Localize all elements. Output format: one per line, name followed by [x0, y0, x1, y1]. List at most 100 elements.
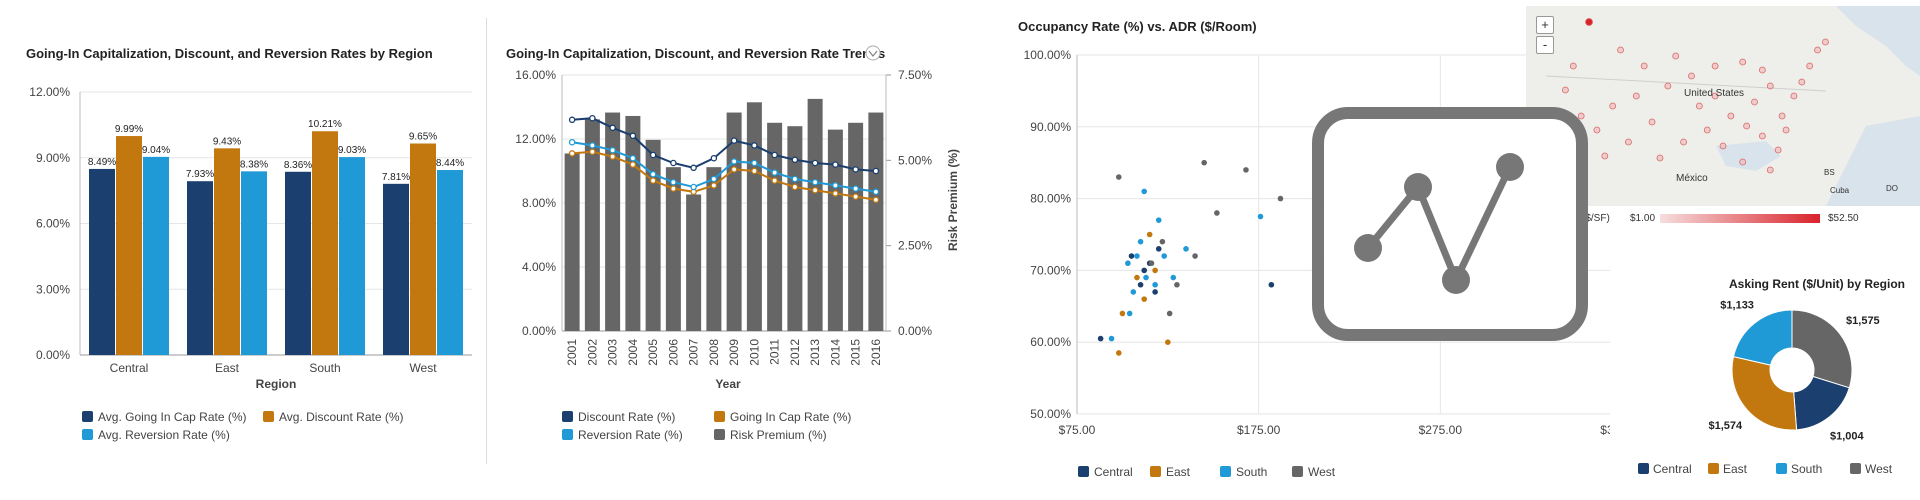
x-tick-label: Central — [110, 361, 149, 375]
scatter-point — [1134, 253, 1140, 259]
series-point — [852, 185, 859, 192]
data-label: 7.93% — [186, 169, 214, 180]
risk-premium-bar — [706, 167, 722, 331]
scatter-point — [1192, 253, 1198, 259]
x-tick-label: 2009 — [727, 339, 741, 366]
series-line — [572, 150, 877, 201]
x-tick-label: 2006 — [666, 339, 680, 366]
zoom-in-button[interactable]: + — [1536, 16, 1554, 34]
bar — [312, 131, 338, 355]
legend-swatch — [562, 429, 573, 440]
right-axis-label: Risk Premium (%) — [946, 149, 960, 251]
y-tick-label: 4.00% — [522, 260, 556, 274]
donut-slice — [1731, 356, 1798, 431]
scatter-point — [1152, 267, 1158, 274]
map-canvas — [1526, 6, 1920, 206]
scatter-point — [1134, 274, 1140, 281]
series-point — [791, 175, 799, 183]
chart-title: Asking Rent ($/Unit) by Region — [1729, 277, 1905, 291]
series-point — [832, 182, 839, 189]
legend-item: Avg. Discount Rate (%) — [279, 410, 404, 424]
legend-swatch — [714, 429, 725, 440]
map-point — [1640, 62, 1648, 70]
chart-menu-icon[interactable] — [865, 45, 881, 61]
series-point — [771, 169, 778, 176]
rate-trends-chart: Going-In Capitalization, Discount, and R… — [506, 45, 960, 442]
chart-title: Going-In Capitalization, Discount, and R… — [26, 46, 433, 61]
series-point — [690, 164, 697, 172]
cap-rates-by-region-chart: Going-In Capitalization, Discount, and R… — [26, 46, 472, 442]
legend-swatch — [263, 411, 274, 422]
map-point — [1648, 118, 1656, 126]
scatter-point — [1161, 253, 1167, 259]
slice-label: $1,004 — [1830, 431, 1865, 443]
slice-label: $1,575 — [1846, 315, 1880, 327]
risk-premium-bar — [726, 112, 742, 332]
legend-item: Avg. Reversion Rate (%) — [98, 428, 230, 442]
scatter-point — [1214, 210, 1220, 216]
map-legend-gradient — [1660, 214, 1820, 223]
map-label-us: United States — [1684, 88, 1745, 99]
series-point — [589, 114, 596, 122]
map-point — [1806, 62, 1814, 70]
donut-slice — [1793, 375, 1850, 431]
map-label-bs: BS — [1824, 168, 1835, 177]
map-point — [1672, 52, 1680, 60]
series-point — [609, 124, 616, 132]
scatter-point — [1128, 253, 1135, 259]
bar — [143, 156, 169, 355]
map-label-cuba: Cuba — [1830, 186, 1850, 195]
scatter-point — [1201, 159, 1207, 166]
risk-premium-bar — [848, 122, 864, 331]
rent-map[interactable]: United States México Cuba BS DO — [1526, 6, 1920, 206]
map-legend-min: $1.00 — [1630, 213, 1656, 224]
data-label: 7.81% — [382, 172, 410, 183]
data-label: 8.36% — [284, 160, 312, 171]
series-point — [730, 158, 738, 165]
map-point — [1577, 112, 1585, 120]
logo-node — [1442, 266, 1470, 294]
map-point — [1680, 138, 1688, 146]
panel-divider — [486, 18, 487, 464]
scatter-point — [1130, 289, 1137, 295]
x-tick-label: 2003 — [606, 339, 620, 366]
y-tick-label: 3.00% — [36, 282, 70, 296]
map-point — [1711, 62, 1719, 70]
scatter-point — [1166, 310, 1173, 317]
y-tick-label: 16.00% — [515, 68, 556, 82]
legend-item: West — [1308, 465, 1336, 479]
legend-swatch — [82, 429, 93, 440]
x-axis-label: Year — [715, 377, 741, 391]
y-tick-label: 0.00% — [36, 348, 70, 362]
x-tick-label: 2015 — [849, 339, 863, 366]
series-point — [589, 142, 596, 149]
data-label: 9.04% — [142, 145, 170, 156]
series-point — [811, 178, 819, 186]
map-point — [1601, 152, 1609, 160]
series-point — [710, 182, 718, 189]
y-tick-label: 12.00% — [29, 85, 70, 99]
scatter-point — [1141, 267, 1148, 274]
scatter-point — [1141, 296, 1148, 302]
zoom-out-button[interactable]: - — [1536, 36, 1554, 54]
map-point — [1609, 102, 1617, 110]
series-point — [872, 188, 880, 196]
scatter-point — [1141, 188, 1148, 195]
scatter-point — [1155, 217, 1162, 223]
logo-node — [1404, 173, 1432, 201]
line-chart-logo — [1312, 107, 1588, 341]
map-point — [1743, 122, 1751, 130]
risk-premium-bar — [827, 129, 843, 331]
map-point — [1569, 62, 1577, 70]
x-tick-label: 2007 — [687, 339, 701, 366]
series-point — [589, 148, 596, 156]
map-point — [1751, 98, 1758, 106]
map-point — [1664, 82, 1672, 90]
risk-premium-bar — [868, 112, 884, 332]
legend-swatch — [1776, 463, 1787, 474]
x-tick-label: $275.00 — [1419, 423, 1463, 437]
series-point — [690, 183, 697, 191]
scatter-point — [1115, 350, 1122, 356]
series-point — [872, 196, 880, 204]
right-tick-label: 7.50% — [898, 68, 932, 82]
